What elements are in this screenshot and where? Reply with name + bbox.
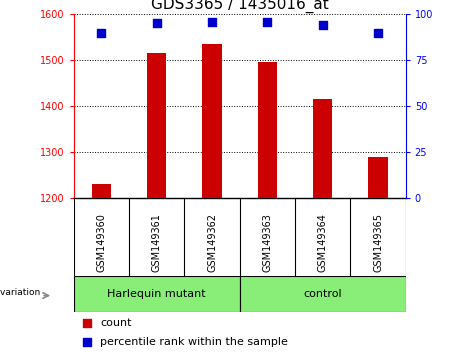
Text: GSM149364: GSM149364 (318, 213, 328, 272)
Bar (92, 184, 111, 198)
Point (264, 19, 271, 24)
Text: percentile rank within the sample: percentile rank within the sample (100, 337, 288, 347)
FancyBboxPatch shape (74, 276, 240, 312)
Bar (368, 157, 388, 198)
FancyBboxPatch shape (240, 276, 406, 312)
Text: genotype/variation: genotype/variation (0, 287, 41, 297)
Bar (258, 63, 277, 198)
Point (98, 30, 105, 35)
Bar (147, 53, 166, 198)
Text: GSM149363: GSM149363 (262, 213, 272, 272)
Text: GSM149360: GSM149360 (96, 213, 106, 272)
Point (208, 19, 216, 24)
Text: count: count (100, 318, 132, 329)
Text: control: control (303, 289, 342, 299)
Point (83, 339, 91, 345)
Point (153, 21, 160, 26)
Point (374, 30, 382, 35)
Bar (202, 44, 222, 198)
Text: GSM149365: GSM149365 (373, 213, 383, 272)
Title: GDS3365 / 1435016_at: GDS3365 / 1435016_at (151, 0, 329, 13)
Point (319, 22, 326, 28)
Text: Harlequin mutant: Harlequin mutant (107, 289, 206, 299)
Bar (313, 99, 332, 198)
Point (83, 321, 91, 326)
Text: GSM149361: GSM149361 (152, 213, 162, 272)
Text: GSM149362: GSM149362 (207, 213, 217, 272)
